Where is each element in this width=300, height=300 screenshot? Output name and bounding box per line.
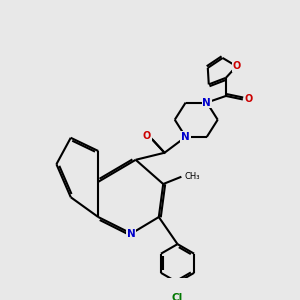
Text: O: O bbox=[232, 61, 241, 71]
Text: O: O bbox=[245, 94, 253, 104]
Text: O: O bbox=[142, 130, 151, 141]
Text: Cl: Cl bbox=[172, 293, 183, 300]
Text: N: N bbox=[127, 229, 136, 238]
Text: CH₃: CH₃ bbox=[184, 172, 200, 181]
Text: N: N bbox=[181, 132, 190, 142]
Text: N: N bbox=[202, 98, 211, 108]
